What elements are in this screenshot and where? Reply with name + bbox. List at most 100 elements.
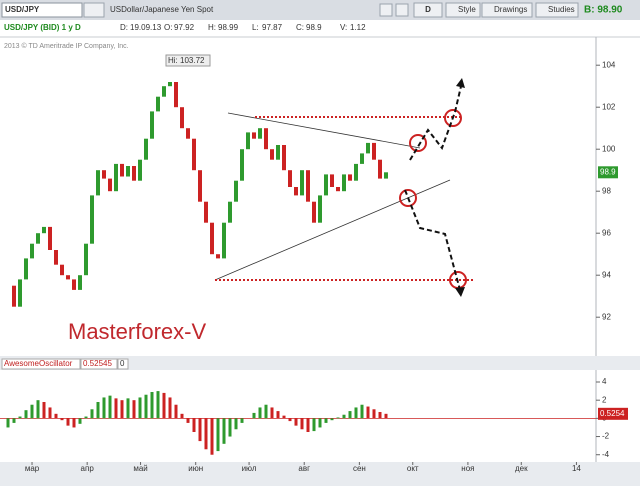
button-label: Studies: [548, 5, 575, 14]
arrow: [404, 189, 461, 291]
oscillator-bar: [378, 412, 382, 419]
candle: [198, 170, 202, 202]
candle: [114, 163, 118, 192]
candle: [342, 174, 346, 192]
candle: [90, 195, 94, 244]
last-price: 98.9: [600, 167, 616, 176]
info-bar: [0, 20, 640, 37]
arrowhead: [455, 287, 465, 297]
oscillator-bar: [312, 418, 316, 432]
oscillator-bar: [36, 400, 40, 419]
oscillator-bar: [198, 418, 202, 442]
oscillator-bar: [228, 418, 232, 437]
oscillator-bar: [330, 418, 334, 421]
candle: [126, 166, 130, 177]
oscillator-bar: [18, 416, 22, 419]
splitter: [0, 356, 640, 370]
candle: [162, 86, 166, 97]
arrow: [409, 81, 463, 161]
icon[interactable]: [395, 3, 409, 17]
button-label: Style: [458, 5, 476, 14]
candle: [150, 111, 154, 139]
candle: [66, 275, 70, 280]
candle: [204, 201, 208, 223]
y-tick-label: -2: [602, 432, 610, 441]
candle: [282, 145, 286, 171]
indicator-box[interactable]: [1, 358, 81, 370]
oscillator-bar: [66, 418, 70, 426]
symbol-menu[interactable]: [83, 2, 105, 18]
oscillator-bar: [48, 407, 52, 419]
candle: [252, 132, 256, 139]
drawings: [214, 78, 475, 297]
candle: [306, 170, 310, 202]
oscillator-bar: [264, 404, 268, 419]
oscillator-bar: [318, 418, 322, 428]
candle: [72, 279, 76, 290]
info-value: 98.99: [218, 23, 239, 32]
circle: [399, 189, 417, 207]
last-price-box: [598, 166, 618, 179]
oscillator-bar: [96, 402, 100, 419]
oscillator-bar: [204, 418, 208, 450]
symbol: USD/JPY: [5, 5, 40, 14]
style-button[interactable]: [445, 2, 481, 18]
candle: [246, 132, 250, 150]
x-tick-label: авг: [298, 464, 310, 473]
studies-button[interactable]: [535, 2, 579, 18]
period: D: [425, 5, 431, 14]
y-tick-label: 2: [602, 395, 607, 404]
x-tick-label: июн: [188, 464, 203, 473]
value-label: 0.5254: [600, 409, 625, 418]
y-tick-label: 94: [602, 270, 611, 279]
y-tick-label: 96: [602, 228, 611, 237]
oscillator-bar: [72, 418, 76, 428]
oscillator-bar: [126, 398, 130, 419]
x-tick-label: сен: [353, 464, 366, 473]
candle: [42, 226, 46, 234]
candle: [174, 82, 178, 108]
hi-label: Hi: 103.72: [168, 56, 205, 65]
candle: [30, 243, 34, 259]
candle: [84, 243, 88, 276]
y-tick-label: 4: [602, 377, 607, 386]
oscillator-bar: [132, 400, 136, 419]
candle: [180, 107, 184, 129]
candle: [294, 187, 298, 196]
candle: [78, 275, 82, 290]
candle: [330, 174, 334, 187]
candle: [54, 250, 58, 265]
candle: [372, 142, 376, 160]
info-key: C:: [296, 23, 304, 32]
trendline: [227, 112, 421, 149]
x-tick-label: окт: [407, 464, 419, 473]
symbol-input[interactable]: [1, 2, 83, 18]
oscillator-bar: [282, 415, 286, 419]
candle: [186, 128, 190, 139]
candle: [12, 285, 16, 307]
candle: [240, 149, 244, 181]
candle: [318, 195, 322, 223]
oscillator-bar: [90, 409, 94, 419]
chart-title: USD/JPY (BID) 1 y D: [4, 23, 81, 32]
oscillator-bar: [234, 418, 238, 430]
candle: [288, 170, 292, 187]
info-key: O:: [164, 23, 172, 32]
y-tick-label: 100: [602, 144, 616, 153]
oscillator-bar: [210, 418, 214, 455]
indicator-zero: 0: [120, 359, 125, 368]
circle: [409, 134, 427, 152]
oscillator-bar: [306, 418, 310, 432]
indicator-box: [117, 358, 129, 370]
oscillator-bar: [216, 418, 220, 452]
candle: [108, 178, 112, 192]
oscillator-bar: [42, 402, 46, 419]
icon[interactable]: [379, 3, 393, 17]
drawings-button[interactable]: [481, 2, 533, 18]
oscillator-bar: [180, 413, 184, 419]
y-tick-label: -4: [602, 450, 610, 459]
info-value: 19.09.13: [130, 23, 162, 32]
period-button[interactable]: [413, 2, 443, 18]
info-value: 98.9: [306, 23, 322, 32]
oscillator-bar: [366, 406, 370, 419]
